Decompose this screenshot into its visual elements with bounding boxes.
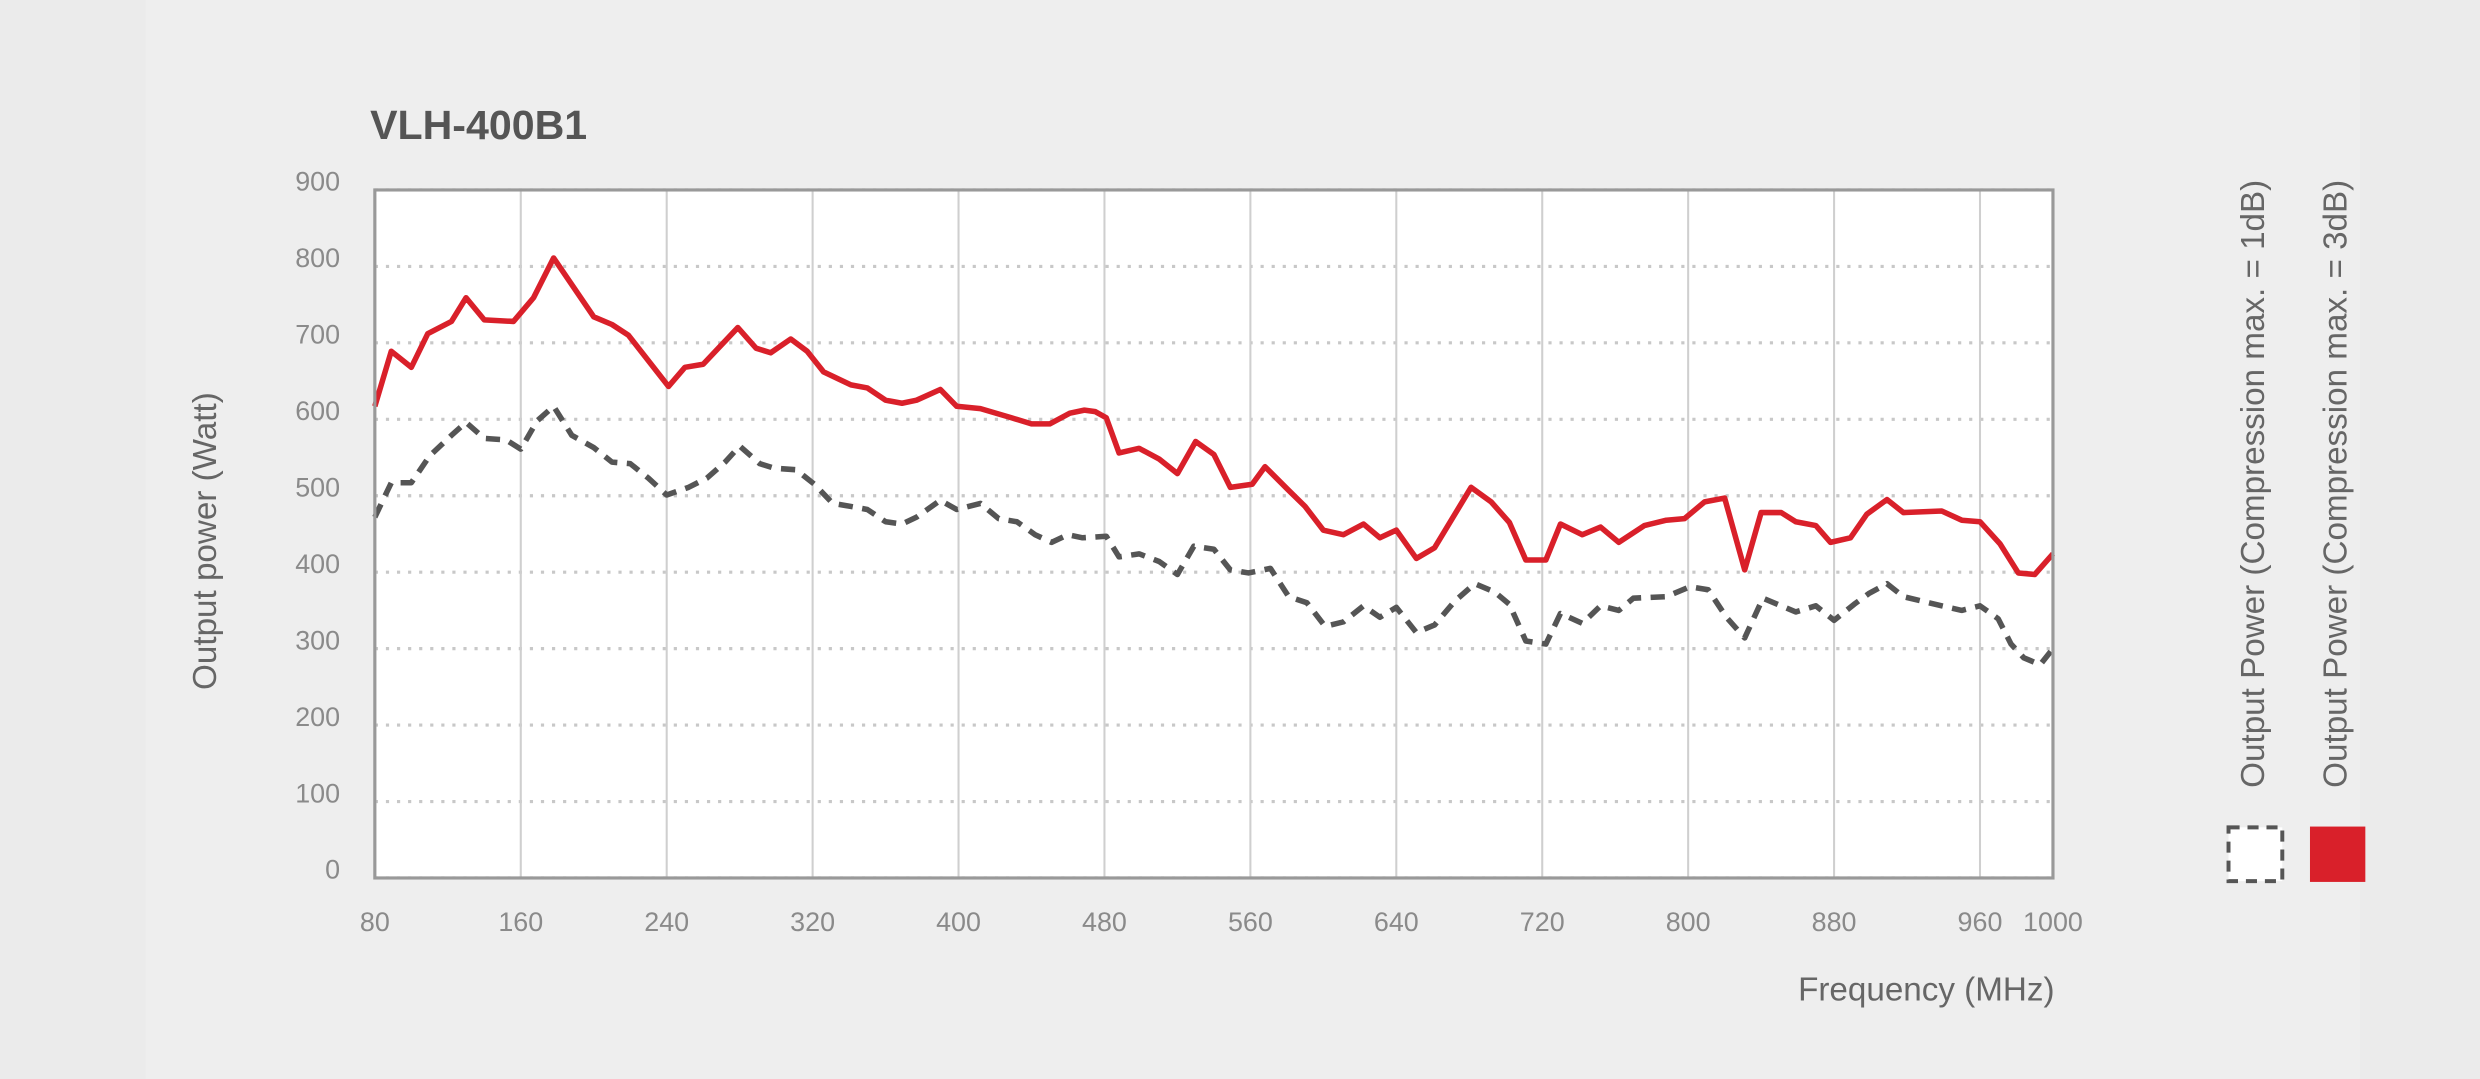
x-axis-label: Frequency (MHz) — [1798, 972, 2054, 1009]
y-tick-label: 800 — [295, 243, 340, 273]
x-tick-label: 400 — [936, 907, 981, 937]
y-tick-label: 100 — [295, 778, 340, 808]
y-tick-label: 200 — [295, 702, 340, 732]
x-tick-label: 640 — [1374, 907, 1419, 937]
y-tick-label: 700 — [295, 320, 340, 350]
series-line — [372, 403, 2056, 668]
x-tick-label: 480 — [1082, 907, 1127, 937]
x-tick-label: 160 — [498, 907, 543, 937]
x-tick-label: 560 — [1228, 907, 1273, 937]
x-tick-label: 800 — [1666, 907, 1711, 937]
y-tick-label: 0 — [325, 855, 340, 885]
y-tick-label: 300 — [295, 625, 340, 655]
y-tick-label: 500 — [295, 473, 340, 503]
plot-area — [374, 189, 2053, 878]
x-tick-label: 720 — [1520, 907, 1565, 937]
legend-label: Output Power (Compression max. = 3dB) — [2317, 180, 2354, 788]
y-tick-label: 400 — [295, 549, 340, 579]
plot-frame — [373, 188, 2055, 880]
x-tick-label: 960 — [1958, 907, 2003, 937]
x-tick-label: 1000 — [2023, 907, 2083, 937]
x-tick-label: 80 — [360, 907, 390, 937]
legend-label: Output Power (Compression max. = 1dB) — [2235, 180, 2272, 788]
x-tick-label: 880 — [1812, 907, 1857, 937]
x-tick-label: 320 — [790, 907, 835, 937]
y-tick-label: 600 — [295, 396, 340, 426]
series-line — [372, 255, 2056, 578]
x-tick-label: 240 — [644, 907, 689, 937]
y-tick-label: 900 — [295, 167, 340, 197]
legend-swatch — [2226, 825, 2285, 884]
y-axis-label: Output power (Watt) — [187, 392, 224, 690]
chart-title: VLH-400B1 — [370, 102, 587, 148]
legend-swatch — [2309, 826, 2366, 882]
